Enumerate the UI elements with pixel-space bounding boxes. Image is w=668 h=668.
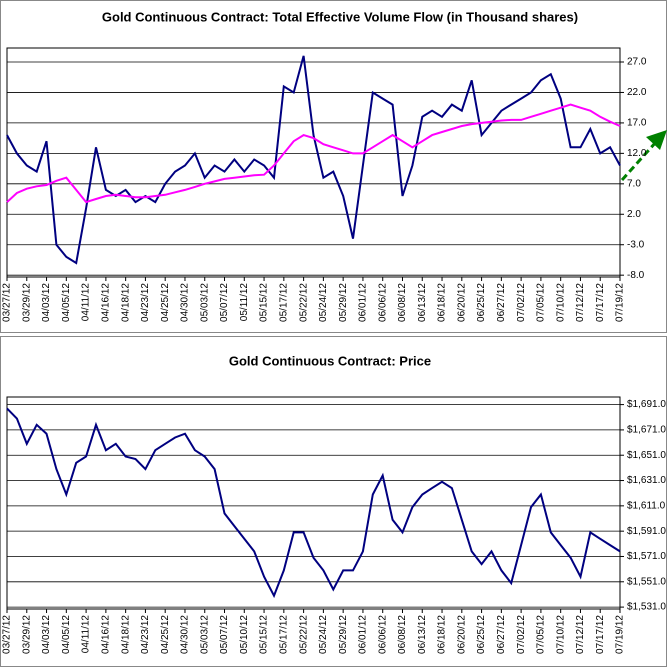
x-tick-label: 07/12/12 [575,615,586,654]
x-tick-label: 07/02/12 [516,615,527,654]
x-tick-label: 07/17/12 [595,283,606,322]
x-tick-label: 07/17/12 [595,615,606,654]
x-tick-label: 04/18/12 [120,615,131,654]
x-tick-label: 06/08/12 [397,283,408,322]
x-tick-label: 05/22/12 [298,283,309,322]
y-tick-label: 2.0 [627,209,641,220]
x-tick-label: 05/24/12 [318,283,329,322]
x-tick-label: 06/06/12 [377,283,388,322]
x-tick-label: 03/27/12 [2,283,13,322]
x-tick-label: 04/03/12 [41,283,52,322]
y-tick-label: $1,551.0 [627,576,666,587]
y-tick-label: $1,531.0 [627,602,666,613]
x-tick-label: 07/10/12 [555,283,566,322]
x-tick-label: 06/27/12 [496,283,507,322]
x-tick-label: 07/19/12 [615,283,626,322]
x-tick-label: 05/15/12 [259,615,270,654]
y-tick-label: $1,611.0 [627,500,666,511]
x-tick-label: 05/10/12 [239,615,250,654]
x-tick-label: 05/03/12 [199,283,210,322]
data-line [6,103,621,204]
x-tick-label: 05/24/12 [318,615,329,654]
x-tick-label: 07/05/12 [536,615,547,654]
y-tick-label: $1,591.0 [627,526,666,537]
x-tick-label: 07/12/12 [575,283,586,322]
x-tick-label: 04/16/12 [101,615,112,654]
x-tick-label: 05/29/12 [338,283,349,322]
x-tick-label: 04/23/12 [140,615,151,654]
x-tick-label: 04/23/12 [140,283,151,322]
y-tick-label: $1,651.0 [627,450,666,461]
x-tick-label: 04/11/12 [81,615,92,654]
x-tick-label: 04/25/12 [160,283,171,322]
y-tick-label: 7.0 [627,178,641,189]
y-tick-label: $1,691.0 [627,399,666,410]
x-tick-label: 05/07/12 [219,615,230,654]
x-tick-label: 06/13/12 [417,283,428,322]
y-tick-label: 12.0 [627,148,647,159]
x-tick-label: 07/05/12 [536,283,547,322]
x-tick-label: 06/01/12 [358,283,369,322]
x-tick-label: 03/29/12 [21,615,32,654]
x-tick-label: 06/06/12 [377,615,388,654]
x-tick-label: 06/20/12 [456,615,467,654]
x-tick-label: 04/05/12 [61,615,72,654]
y-tick-label: -8.0 [627,270,645,281]
x-tick-label: 05/15/12 [259,283,270,322]
x-tick-label: 04/18/12 [120,283,131,322]
x-tick-label: 07/10/12 [555,615,566,654]
x-tick-label: 07/19/12 [615,615,626,654]
x-tick-label: 05/11/12 [239,283,250,322]
x-tick-label: 06/27/12 [496,615,507,654]
y-tick-label: $1,631.0 [627,475,666,486]
x-tick-label: 04/25/12 [160,615,171,654]
plot-area [6,47,621,278]
chart-title: Gold Continuous Contract: Price [229,353,431,368]
x-tick-label: 07/02/12 [516,283,527,322]
data-line [6,407,621,599]
y-tick-label: 22.0 [627,87,647,98]
y-tick-label: 27.0 [627,57,647,68]
x-tick-label: 05/17/12 [278,283,289,322]
x-tick-label: 06/18/12 [437,615,448,654]
y-tick-label: $1,671.0 [627,425,666,436]
x-tick-label: 04/30/12 [180,283,191,322]
x-tick-label: 06/18/12 [437,283,448,322]
x-tick-label: 06/08/12 [397,615,408,654]
y-tick-label: 17.0 [627,118,647,129]
x-tick-label: 05/17/12 [278,615,289,654]
x-tick-label: 04/05/12 [61,283,72,322]
x-tick-label: 06/01/12 [358,615,369,654]
plot-area [6,396,621,610]
trend-arrow [620,130,667,182]
x-tick-label: 04/03/12 [41,615,52,654]
x-tick-label: 03/29/12 [21,283,32,322]
x-tick-label: 05/07/12 [219,283,230,322]
x-tick-label: 05/03/12 [199,615,210,654]
x-tick-label: 06/25/12 [476,615,487,654]
x-tick-label: 06/20/12 [456,283,467,322]
x-tick-label: 05/29/12 [338,615,349,654]
y-tick-label: $1,571.0 [627,551,666,562]
data-line [6,55,621,265]
x-tick-label: 04/30/12 [180,615,191,654]
chart-title: Gold Continuous Contract: Total Effectiv… [102,9,578,24]
y-tick-label: -3.0 [627,239,645,250]
x-tick-label: 06/13/12 [417,615,428,654]
x-tick-label: 05/22/12 [298,615,309,654]
x-tick-label: 06/25/12 [476,283,487,322]
x-tick-label: 04/11/12 [81,283,92,322]
x-tick-label: 03/27/12 [2,615,13,654]
x-tick-label: 04/16/12 [101,283,112,322]
